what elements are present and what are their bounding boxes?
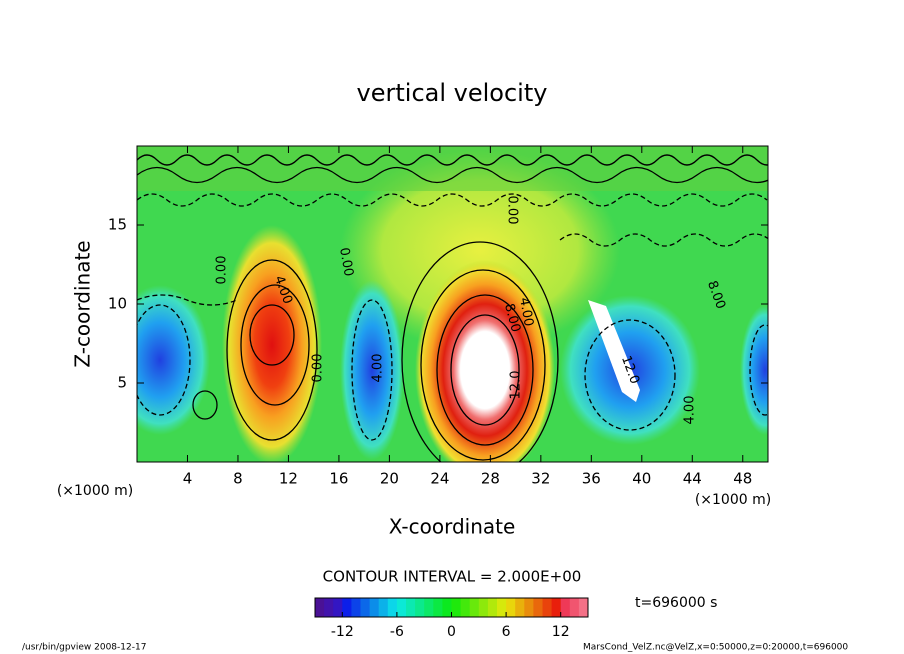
footer-left: /usr/bin/gpview 2008-12-17 bbox=[22, 643, 146, 653]
colorbar-swatch bbox=[406, 598, 416, 617]
footer-right: MarsCond_VelZ.nc@VelZ,x=0:50000,z=0:2000… bbox=[583, 643, 848, 653]
colorbar-swatch bbox=[569, 598, 580, 617]
colorbar-tick-label: 12 bbox=[552, 624, 570, 640]
x-unit: (×1000 m) bbox=[695, 492, 771, 508]
contour-interval: CONTOUR INTERVAL = 2.000E+00 bbox=[323, 568, 582, 586]
colorbar-swatch bbox=[415, 598, 425, 617]
contour-label: 12.0 bbox=[509, 371, 524, 400]
x-axis-label: X-coordinate bbox=[389, 515, 516, 539]
colorbar-swatch bbox=[460, 598, 471, 617]
contour-label: 8.00 bbox=[501, 302, 523, 334]
x-tick-label: 20 bbox=[380, 470, 399, 488]
x-tick-label: 8 bbox=[233, 470, 243, 488]
y-unit: (×1000 m) bbox=[57, 483, 133, 499]
colorbar-swatch bbox=[533, 598, 543, 617]
x-tick-label: 24 bbox=[430, 470, 449, 488]
colorbar-swatch bbox=[497, 598, 507, 617]
colorbar-swatch bbox=[315, 598, 325, 617]
colorbar-swatch bbox=[506, 598, 516, 617]
colorbar-swatch bbox=[560, 598, 571, 617]
x-tick-label: 32 bbox=[531, 470, 550, 488]
colorbar-swatch bbox=[478, 598, 489, 617]
contour-label: 0.00 bbox=[311, 354, 326, 383]
x-tick-label: 4 bbox=[183, 470, 193, 488]
contour-label: 4.00 bbox=[683, 396, 698, 425]
contour-label: 4.00 bbox=[516, 296, 536, 327]
colorbar-swatch bbox=[442, 598, 452, 617]
colorbar-swatch bbox=[469, 598, 480, 617]
y-tick-label: 5 bbox=[117, 374, 127, 392]
colorbar-swatch bbox=[360, 598, 371, 617]
x-tick-label: 12 bbox=[279, 470, 298, 488]
colorbar-swatch bbox=[387, 598, 398, 617]
colorbar-swatch bbox=[433, 598, 443, 617]
contour-field bbox=[137, 146, 768, 462]
time-label: t=696000 s bbox=[635, 595, 717, 611]
x-tick-label: 48 bbox=[733, 470, 752, 488]
colorbar-swatch bbox=[542, 598, 553, 617]
colorbar-swatch bbox=[524, 598, 534, 617]
x-tick-label: 16 bbox=[329, 470, 348, 488]
chart-title: vertical velocity bbox=[357, 79, 548, 107]
contour-label: 0.00 bbox=[336, 246, 356, 277]
colorbar-tick-label: 6 bbox=[502, 624, 511, 640]
colorbar-swatch bbox=[333, 598, 343, 617]
colorbar-swatch bbox=[369, 598, 380, 617]
colorbar-swatch bbox=[451, 598, 462, 617]
x-tick-label: 40 bbox=[632, 470, 651, 488]
colorbar-swatch bbox=[351, 598, 361, 617]
colorbar-swatch bbox=[551, 598, 562, 617]
colorbar-swatch bbox=[378, 598, 389, 617]
colorbar-swatch bbox=[487, 598, 498, 617]
x-tick-label: 36 bbox=[582, 470, 601, 488]
x-tick-label: 44 bbox=[683, 470, 702, 488]
colorbar-tick-label: -6 bbox=[390, 624, 404, 640]
colorbar-swatch bbox=[424, 598, 434, 617]
colorbar-tick-label: -12 bbox=[331, 624, 354, 640]
contour-label: 0.00 bbox=[215, 256, 230, 285]
y-tick-label: 10 bbox=[108, 295, 127, 313]
colorbar-swatch bbox=[342, 598, 352, 617]
colorbar-tick-label: 0 bbox=[447, 624, 456, 640]
colorbar-swatch bbox=[396, 598, 407, 617]
colorbar-swatch bbox=[324, 598, 334, 617]
colorbar-swatch bbox=[515, 598, 525, 617]
contour-label: 0.00 bbox=[505, 196, 520, 225]
x-tick-label: 28 bbox=[481, 470, 500, 488]
contour-label: 4.00 bbox=[371, 354, 386, 383]
y-axis-label: Z-coordinate bbox=[71, 240, 95, 367]
colorbar-swatch bbox=[578, 598, 589, 617]
y-tick-label: 15 bbox=[108, 216, 127, 234]
